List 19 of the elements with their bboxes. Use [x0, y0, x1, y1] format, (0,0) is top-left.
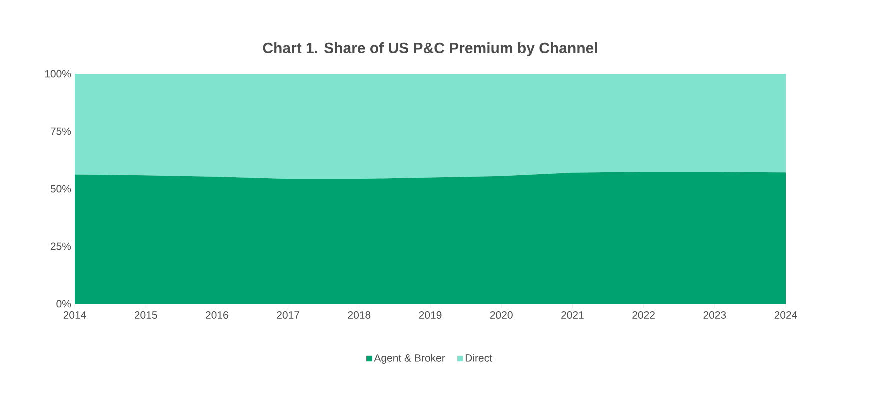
x-tick-label: 2018 [348, 312, 371, 319]
legend-label: Agent & Broker [374, 354, 446, 364]
y-tick-label: 50% [50, 185, 72, 193]
x-tick-label: 2016 [206, 312, 228, 319]
x-tick-label: 2020 [490, 312, 513, 319]
x-tick-label: 2019 [419, 312, 442, 319]
legend-label: Direct [466, 354, 492, 362]
y-tick-label: 0% [56, 300, 72, 308]
x-tick-label: 2015 [134, 312, 158, 319]
x-tick-label: 2014 [64, 312, 86, 319]
x-tick-label: 2023 [704, 312, 726, 319]
y-tick-label: 100% [45, 70, 72, 78]
x-tick-label: 2017 [277, 312, 300, 319]
x-tick-label: 2021 [562, 312, 584, 319]
y-tick-label: 25% [50, 242, 72, 250]
x-tick-label: 2022 [632, 312, 655, 319]
y-tick-label: 75% [50, 128, 72, 136]
chart-title: Chart 1. Share of US P&C Premium by Channel [263, 42, 598, 56]
x-tick-label: 2024 [774, 312, 798, 319]
